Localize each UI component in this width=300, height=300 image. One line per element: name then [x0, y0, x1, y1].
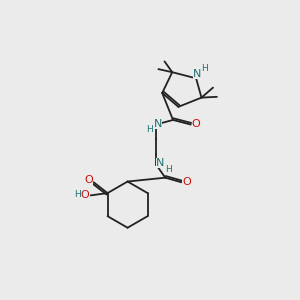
Text: H: H	[165, 165, 172, 174]
Text: H: H	[146, 125, 152, 134]
Text: O: O	[192, 119, 200, 129]
Text: H: H	[74, 190, 81, 199]
Text: H: H	[201, 64, 208, 73]
Text: N: N	[156, 158, 164, 168]
Text: O: O	[182, 176, 191, 187]
Text: O: O	[81, 190, 90, 200]
Text: O: O	[84, 175, 93, 185]
Text: N: N	[153, 119, 162, 129]
Text: N: N	[193, 69, 201, 79]
